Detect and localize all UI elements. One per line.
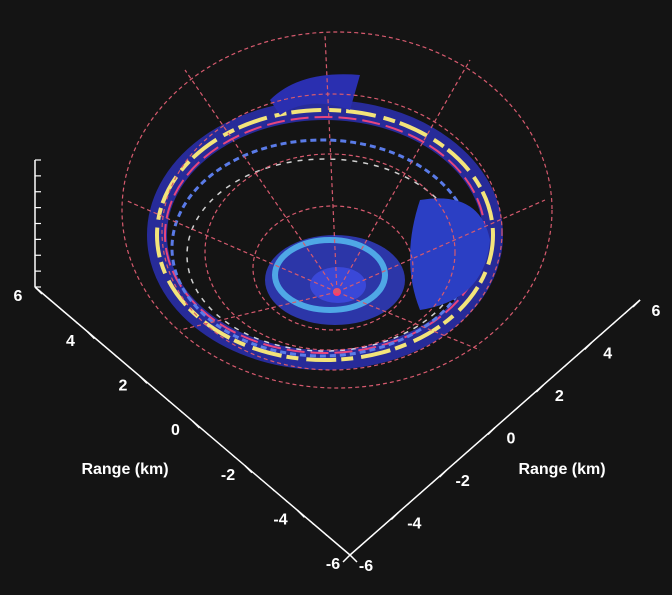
y-minor-tick [323, 532, 328, 537]
y-tick-label: -6 [326, 556, 340, 573]
y-tick-label: 6 [14, 288, 23, 305]
x-tick [487, 426, 496, 436]
radial [124, 199, 338, 293]
y-minor-tick [231, 454, 236, 458]
x-minor-tick [431, 480, 435, 484]
x-tick [439, 469, 448, 478]
radar-bowl [121, 31, 553, 389]
x-minor-tick [503, 416, 508, 421]
x-minor-tick [370, 533, 375, 538]
x-minor-tick [612, 320, 617, 325]
y-tick [244, 465, 253, 474]
echo-ring [155, 108, 495, 362]
x-tick-label: 0 [507, 431, 516, 448]
x-minor-tick [407, 501, 411, 506]
radial [179, 291, 338, 331]
radial [184, 69, 338, 293]
y-tick-label: 4 [66, 333, 75, 350]
x-minor-tick [624, 310, 629, 314]
echo-core [272, 237, 388, 313]
x-minor-tick [382, 522, 387, 527]
x-tick-label: 4 [603, 346, 612, 363]
x-minor-tick [600, 331, 605, 336]
x-minor-tick [527, 395, 532, 399]
y-tick [296, 509, 306, 518]
x-tick [390, 511, 399, 521]
x-tick-label: 2 [555, 388, 564, 405]
y-minor-tick [74, 320, 78, 324]
y-minor-tick [284, 498, 288, 503]
y-minor-tick [113, 353, 118, 358]
y-tick-label: 0 [171, 422, 180, 439]
x-tick [584, 341, 593, 351]
x-tick-label: -2 [456, 473, 470, 490]
y-minor-tick [310, 521, 314, 525]
x-tick [342, 554, 351, 563]
y-tick-label: -2 [221, 467, 235, 484]
y-minor-tick [60, 308, 65, 313]
x-tick-label: 6 [652, 303, 661, 320]
y-minor-tick [218, 442, 223, 447]
x-minor-tick [419, 490, 423, 495]
x-minor-tick [467, 448, 472, 453]
y-tick-label: -4 [273, 512, 287, 529]
y-tick [191, 420, 201, 429]
range-ring [204, 153, 456, 351]
y-tick [349, 554, 358, 563]
y-minor-tick [152, 387, 157, 391]
y-tick-label: 2 [119, 378, 128, 395]
y-tick [34, 286, 43, 295]
x-minor-tick [358, 544, 363, 548]
range-ring [121, 31, 553, 389]
radial [336, 199, 546, 293]
range-ring [161, 93, 503, 371]
x-minor-tick [479, 437, 484, 442]
radial [324, 34, 338, 293]
x-tick [535, 384, 544, 393]
radial [336, 59, 471, 293]
y-minor-tick [336, 543, 341, 548]
range-ring [252, 205, 414, 331]
x-minor-tick [576, 352, 580, 357]
x-tick-label: -4 [407, 516, 421, 533]
y-minor-tick [205, 431, 209, 436]
y-minor-tick [165, 398, 170, 403]
y-minor-tick [270, 487, 275, 492]
x-tick-label: -6 [359, 558, 373, 575]
echo-blob [410, 198, 490, 310]
echo-core [310, 267, 366, 303]
y-tick [86, 331, 96, 340]
y-tick [139, 375, 148, 384]
y-minor-tick [47, 297, 52, 302]
radial [336, 291, 481, 351]
x-minor-tick [564, 363, 568, 368]
y-minor-tick [257, 476, 262, 481]
x-minor-tick [455, 459, 460, 463]
x-minor-tick [515, 405, 520, 410]
x-tick [632, 299, 641, 308]
y-minor-tick [100, 342, 104, 347]
x-minor-tick [552, 374, 556, 378]
y-axis-label: Range (km) [81, 461, 168, 478]
y-minor-tick [179, 409, 183, 414]
y-minor-tick [126, 364, 131, 369]
x-axis-label: Range (km) [518, 461, 605, 478]
